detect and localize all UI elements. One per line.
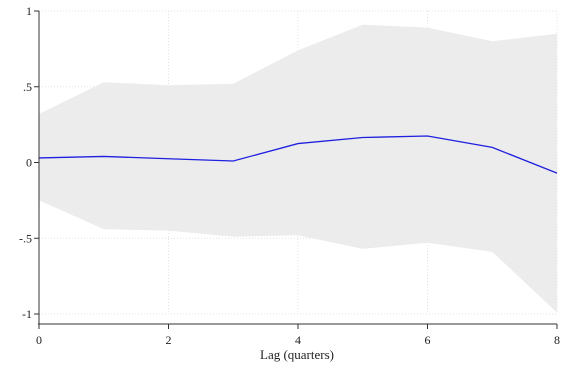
series-line-layer (38, 135, 558, 174)
x-tick-label: 8 (554, 333, 560, 347)
axis-layer: 1 .5 0 -.5 -1 0 2 4 6 8 (19, 4, 560, 347)
y-tick-label: -1 (22, 307, 32, 321)
y-tick-label: 1 (26, 4, 32, 18)
confidence-band (39, 24, 557, 313)
x-tick-label: 2 (166, 333, 172, 347)
confidence-band-layer (39, 24, 557, 313)
y-tick-label: .5 (23, 80, 32, 94)
y-tick-label: 0 (26, 156, 32, 170)
series-line (38, 135, 558, 174)
x-tick-label: 6 (425, 333, 431, 347)
x-axis-title: Lag (quarters) (260, 347, 334, 362)
x-tick-label: 4 (295, 333, 301, 347)
y-tick-label: -.5 (19, 231, 32, 245)
x-tick-label: 0 (36, 333, 42, 347)
